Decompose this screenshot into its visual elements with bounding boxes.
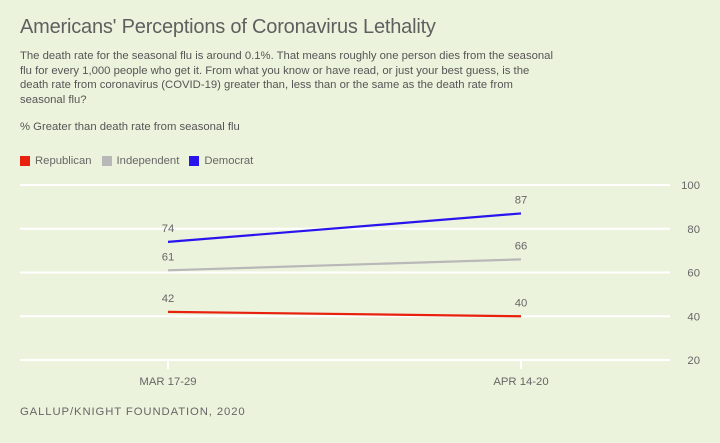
y-tick-label-20: 20 xyxy=(687,355,700,367)
legend-item-independent: Independent xyxy=(101,155,180,167)
data-label-independent-1: 66 xyxy=(515,240,528,252)
legend-item-democrat: Democrat xyxy=(189,155,253,167)
series-line-republican xyxy=(167,310,522,318)
measure-label: % Greater than death rate from seasonal … xyxy=(20,121,240,133)
question-text: The death rate for the seasonal flu is a… xyxy=(20,50,553,106)
legend-label-independent: Independent xyxy=(116,155,180,167)
series-line-independent xyxy=(167,258,522,272)
y-tick-label-100: 100 xyxy=(681,180,700,192)
y-axis-ticks: 20 40 60 80 100 xyxy=(681,180,700,367)
x-tick-label-1: APR 14-20 xyxy=(493,376,548,388)
legend-swatch-democrat xyxy=(189,156,200,166)
source-note: GALLUP/KNIGHT FOUNDATION, 2020 xyxy=(20,406,246,418)
data-label-democrat-1: 87 xyxy=(515,194,528,206)
data-label-republican-0: 42 xyxy=(162,293,175,305)
y-tick-label-40: 40 xyxy=(687,311,700,323)
legend-item-republican: Republican xyxy=(20,155,92,167)
chart-title: Americans' Perceptions of Coronavirus Le… xyxy=(20,16,436,38)
legend-label-democrat: Democrat xyxy=(204,155,254,167)
legend-swatch-independent xyxy=(101,156,112,166)
legend-label-republican: Republican xyxy=(35,155,92,167)
x-axis-ticks: MAR 17-29 APR 14-20 xyxy=(139,360,549,388)
series-line-democrat xyxy=(167,212,522,243)
legend: Republican Independent Democrat xyxy=(20,155,263,167)
x-tick-label-0: MAR 17-29 xyxy=(139,376,196,388)
legend-swatch-republican xyxy=(20,156,30,166)
y-tick-label-60: 60 xyxy=(687,268,700,280)
data-label-republican-1: 40 xyxy=(515,297,528,309)
gridlines xyxy=(20,184,670,361)
data-label-democrat-0: 74 xyxy=(162,223,175,235)
data-labels: 42 40 61 66 74 87 xyxy=(162,194,528,309)
series-lines xyxy=(167,212,522,318)
data-label-independent-0: 61 xyxy=(162,251,175,263)
y-tick-label-80: 80 xyxy=(687,224,700,236)
